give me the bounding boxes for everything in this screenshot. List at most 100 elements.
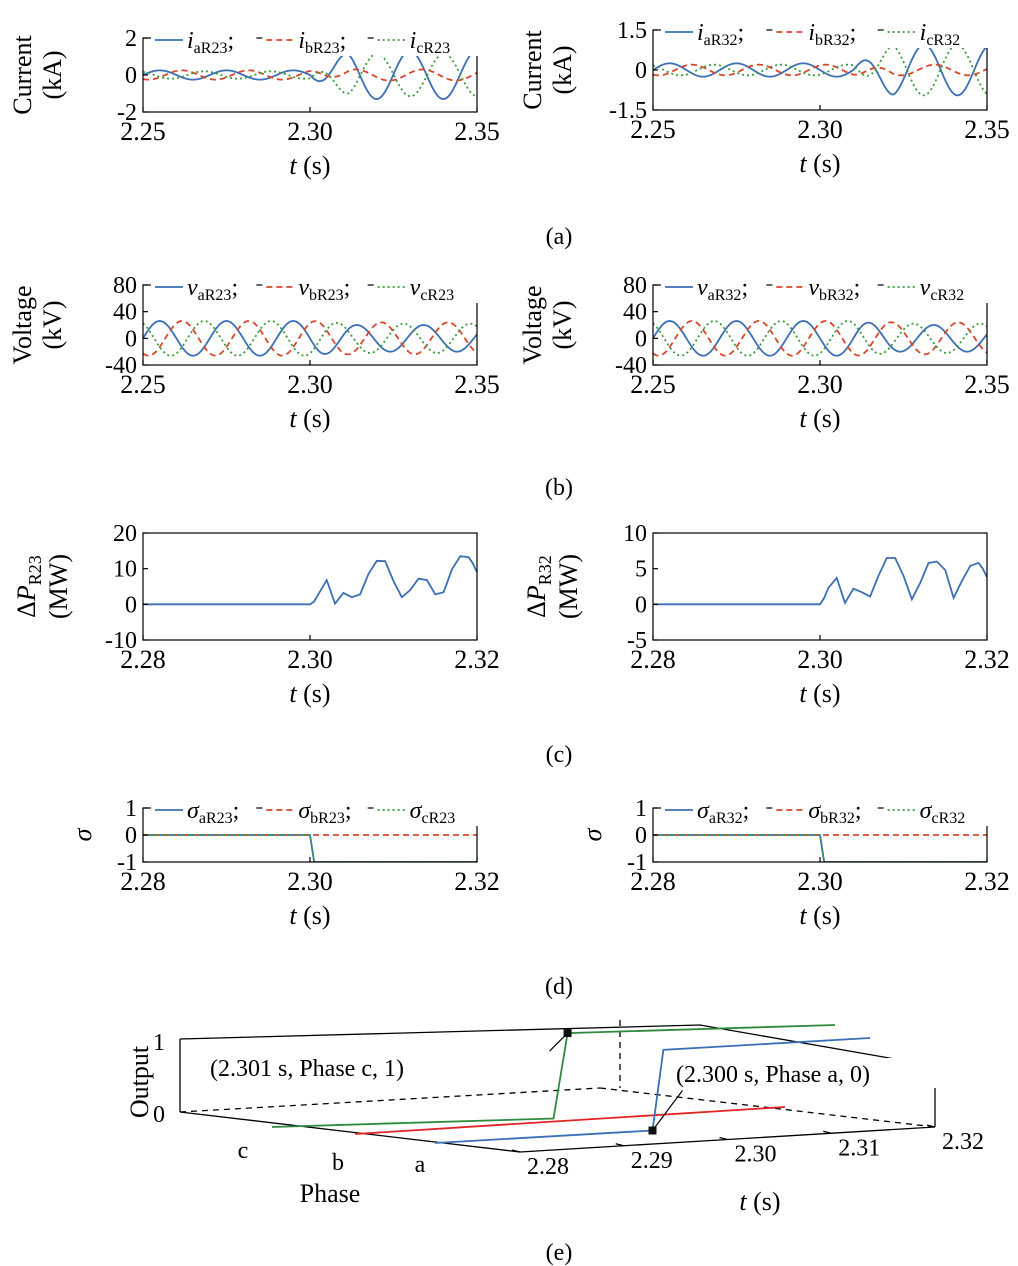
series-group bbox=[653, 834, 987, 862]
y-axis-var: P bbox=[12, 585, 41, 602]
series-line-0 bbox=[143, 50, 477, 100]
legend-bg bbox=[373, 275, 479, 303]
series-group bbox=[143, 555, 477, 606]
legend-var: i bbox=[808, 20, 815, 46]
series-line-0 bbox=[143, 320, 477, 357]
series-line-1 bbox=[653, 320, 987, 357]
legend-var: σ bbox=[298, 798, 311, 824]
legend-entry: vcR32 bbox=[920, 275, 964, 304]
legend-sub: cR32 bbox=[930, 287, 964, 304]
legend-sub: bR32 bbox=[819, 287, 854, 304]
x-tick-label: 2.32 bbox=[454, 867, 500, 896]
y-axis-label: ΔPR23 bbox=[12, 555, 45, 618]
x-tick-label: 2.28 bbox=[630, 867, 676, 896]
x-axis-label-var: t bbox=[289, 151, 297, 180]
legend-var: σ bbox=[808, 798, 821, 824]
series-line-2 bbox=[653, 43, 987, 97]
y-tick-label: -1.5 bbox=[609, 98, 647, 124]
y-tick-label: 20 bbox=[113, 521, 137, 547]
legend-var: v bbox=[410, 275, 421, 301]
y-tick-label: 0 bbox=[125, 823, 137, 849]
legend-bg bbox=[772, 798, 878, 826]
y-tick-label: -1 bbox=[117, 850, 137, 876]
annotation-bg bbox=[672, 1058, 944, 1088]
legend-entry: iaR32; bbox=[697, 20, 744, 49]
y-axis-var: P bbox=[522, 585, 551, 602]
x-axis-label: t (s) bbox=[289, 679, 330, 708]
annotation-text: (2.301 s, Phase c, 1) bbox=[210, 1056, 404, 1082]
y-tick-label: 0 bbox=[635, 592, 647, 618]
x-tick bbox=[823, 1130, 832, 1134]
series-line-0 bbox=[143, 555, 477, 606]
y-tick-label: -40 bbox=[105, 353, 137, 379]
x-axis-label-var: t bbox=[799, 901, 807, 930]
legend-sub: aR23 bbox=[199, 810, 233, 827]
x-tick-label: 2.30 bbox=[797, 370, 843, 399]
phase-axis-label: Phase bbox=[300, 1179, 361, 1208]
x-axis-label-unit: (s) bbox=[297, 901, 331, 930]
legend-entry: σcR32 bbox=[920, 798, 966, 827]
series-group bbox=[143, 834, 477, 862]
frame-floor-back bbox=[179, 1087, 601, 1113]
phase-tick-label: a bbox=[415, 1152, 426, 1178]
legend-sep: ; bbox=[233, 798, 240, 824]
y-tick-label: -2 bbox=[117, 100, 137, 126]
y-tick-label: 0 bbox=[125, 592, 137, 618]
y-tick-label: 2 bbox=[125, 26, 137, 52]
legend-sub: cR32 bbox=[926, 32, 960, 49]
legend-sep: ; bbox=[737, 20, 744, 46]
legend-sep: ; bbox=[854, 275, 861, 301]
y-tick-label: 1.5 bbox=[617, 18, 647, 44]
legend-entry: vbR32; bbox=[808, 275, 860, 304]
y-tick-label: 5 bbox=[635, 557, 647, 583]
x-axis-label: t (s) bbox=[799, 149, 840, 178]
y-axis-unit: (kA) bbox=[548, 45, 577, 94]
x-axis-label-unit: (s) bbox=[807, 404, 841, 433]
legend-entry: σbR23; bbox=[298, 798, 351, 827]
legend-bg bbox=[262, 275, 368, 303]
legend-bg bbox=[883, 798, 989, 826]
phase-tick-label: c bbox=[238, 1138, 249, 1164]
y-axis-label: Current bbox=[8, 35, 37, 115]
chart-c-left: 20 10 0 -102.28 2.30 2.32 t (s) ΔPR23 (MW) bbox=[12, 521, 500, 708]
y-axis-sub: R32 bbox=[535, 555, 555, 585]
series-group bbox=[653, 43, 987, 97]
x-axis-label-var: t bbox=[289, 901, 297, 930]
legend-var: i bbox=[298, 28, 305, 54]
legend-bg bbox=[661, 20, 767, 48]
x-axis-label: t (s) bbox=[799, 404, 840, 433]
annotation-leader bbox=[549, 1032, 568, 1052]
legend-bg bbox=[262, 28, 368, 56]
x-axis-label-unit: (s) bbox=[297, 404, 331, 433]
x-tick-label: 2.35 bbox=[964, 370, 1010, 399]
y-axis-label: ΔPR32 bbox=[522, 555, 555, 618]
chart-a-left: 20-22.25 2.30 2.35t (s)Current (kA)iaR23; ib… bbox=[8, 26, 500, 180]
y-tick-label: 1 bbox=[125, 796, 137, 822]
legend-entry: σaR32; bbox=[697, 798, 749, 827]
y-tick-label: -5 bbox=[627, 628, 647, 654]
x-tick-label: 2.31 bbox=[838, 1135, 880, 1161]
x-tick bbox=[719, 1136, 728, 1141]
x-tick-label: 2.30 bbox=[797, 867, 843, 896]
x-tick-label: 2.30 bbox=[287, 370, 333, 399]
y-tick-label: -10 bbox=[105, 628, 137, 654]
x-axis-label-unit: (s) bbox=[807, 679, 841, 708]
x-axis-label: t (s) bbox=[289, 151, 330, 180]
x-tick-label: 2.32 bbox=[942, 1129, 984, 1155]
x-axis-label-var: t bbox=[289, 679, 297, 708]
charts-layer: 20-22.25 2.30 2.35t (s)Current (kA)iaR23; ib… bbox=[8, 18, 1010, 1216]
y-axis-unit: (kV) bbox=[38, 300, 67, 349]
x-tick-label: 2.30 bbox=[287, 645, 333, 674]
panel-label-b: (b) bbox=[545, 475, 573, 501]
legend-var: v bbox=[298, 275, 309, 301]
legend-bg bbox=[262, 798, 368, 826]
x-tick-label: 2.35 bbox=[964, 115, 1010, 144]
y-tick-label: 0 bbox=[635, 326, 647, 352]
x-tick-label: 2.35 bbox=[454, 370, 500, 399]
legend-sep: ; bbox=[855, 798, 862, 824]
legend-sub: bR23 bbox=[310, 810, 345, 827]
legend-entry: iaR23; bbox=[187, 28, 234, 57]
x-tick-label: 2.32 bbox=[964, 867, 1010, 896]
